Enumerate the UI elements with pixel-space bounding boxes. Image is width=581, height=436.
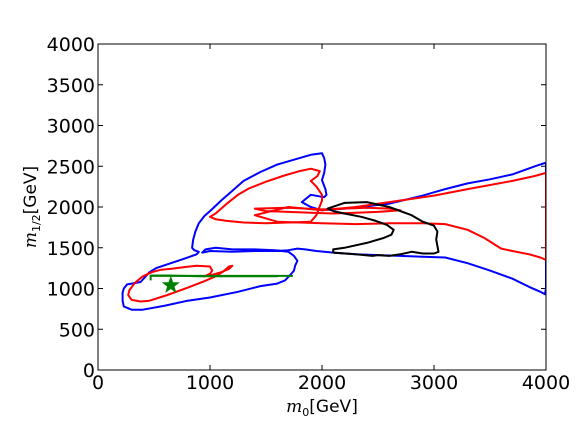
x-tick-label: 2000 xyxy=(298,372,346,394)
y-tick-label: 500 xyxy=(59,319,95,341)
y-tick-label: 3000 xyxy=(47,116,95,138)
y-axis-unit: [GeV] xyxy=(21,166,41,215)
y-tick-label: 0 xyxy=(83,360,95,382)
contour-series-5 xyxy=(326,201,440,257)
contour-series-0 xyxy=(121,152,546,311)
contour-series-4 xyxy=(253,206,402,215)
plot-area xyxy=(121,152,546,311)
star-marker-0 xyxy=(161,275,180,293)
green-boundary-line xyxy=(149,274,293,281)
y-axis-label: m1/2[GeV] xyxy=(21,166,43,248)
axis-ticks xyxy=(97,43,547,371)
x-tick-label: 4000 xyxy=(522,372,570,394)
x-tick-label: 3000 xyxy=(410,372,458,394)
y-tick-labels: 0 500 1000 1500 2000 2500 3000 3500 4000 xyxy=(47,34,95,382)
y-axis-subscript: 1/2 xyxy=(30,214,43,232)
y-axis-variable: m xyxy=(21,232,41,248)
y-tick-label: 1500 xyxy=(47,238,95,260)
x-axis-subscript: 0 xyxy=(302,406,309,419)
x-tick-label: 0 xyxy=(92,372,104,394)
x-axis-label: m0[GeV] xyxy=(286,397,358,419)
plot-frame xyxy=(97,43,547,371)
x-tick-labels: 0 1000 2000 3000 4000 xyxy=(92,372,570,394)
y-tick-label: 3500 xyxy=(47,75,95,97)
y-tick-label: 1000 xyxy=(47,279,95,301)
x-tick-label: 1000 xyxy=(186,372,234,394)
x-axis-variable: m xyxy=(286,397,302,417)
y-tick-label: 2500 xyxy=(47,156,95,178)
contour-series-3 xyxy=(253,171,546,261)
y-tick-label: 4000 xyxy=(47,34,95,56)
contour-series-2 xyxy=(209,167,323,225)
x-axis-unit: [GeV] xyxy=(309,397,358,417)
y-tick-label: 2000 xyxy=(47,197,95,219)
